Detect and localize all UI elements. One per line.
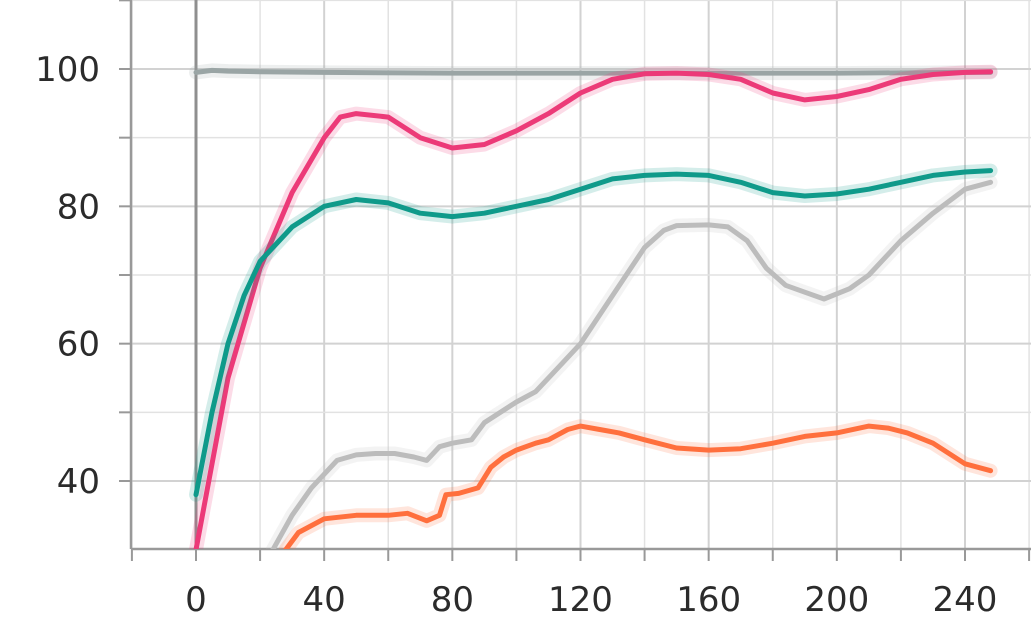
x-tick-label: 120 bbox=[548, 580, 613, 620]
series-line-2 bbox=[193, 69, 994, 549]
series-layer bbox=[189, 63, 998, 549]
y-tick-label: 60 bbox=[57, 325, 100, 365]
series-line-5 bbox=[283, 423, 994, 549]
x-tick-label: 0 bbox=[185, 580, 207, 620]
series-band-4 bbox=[265, 175, 998, 549]
series-line-4 bbox=[270, 179, 994, 549]
y-tick-label: 80 bbox=[57, 187, 100, 227]
series-line-1 bbox=[193, 67, 994, 76]
x-tick-label: 80 bbox=[431, 580, 474, 620]
y-tick-label: 100 bbox=[35, 50, 100, 90]
axis-layer bbox=[119, 0, 1031, 561]
tick-labels: 0 40 80 120 160 200 240 40 60 80 100 bbox=[35, 50, 997, 620]
y-tick-label: 40 bbox=[57, 462, 100, 502]
x-tick-label: 200 bbox=[804, 580, 869, 620]
series-line-3 bbox=[193, 168, 994, 498]
x-tick-label: 240 bbox=[933, 580, 998, 620]
series-band-5 bbox=[278, 419, 998, 549]
x-tick-label: 160 bbox=[676, 580, 741, 620]
x-tick-label: 40 bbox=[303, 580, 346, 620]
